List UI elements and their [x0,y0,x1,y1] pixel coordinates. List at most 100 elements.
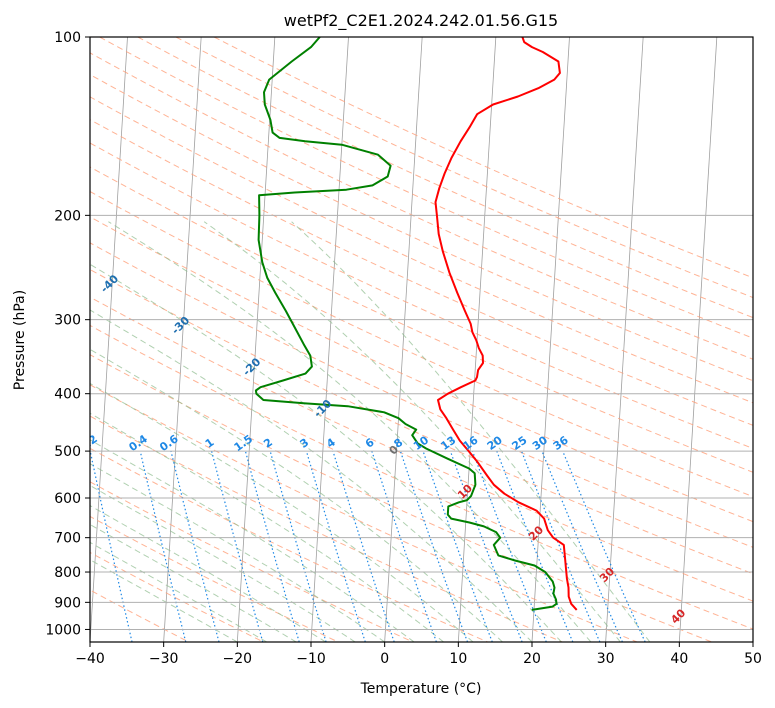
dry-adiabat-line [90,216,753,523]
isotherm-line [605,37,644,642]
mixing-ratio-line [422,450,493,642]
mixing-ratio-line [449,450,523,642]
mixing-ratio-line [520,450,601,642]
profile-series [254,37,578,611]
y-tick-label: 1000 [45,622,81,638]
mixing-ratio-label: 6 [363,436,377,451]
x-axis-title: Temperature (°C) [360,681,482,697]
moist-adiabat-line [291,221,651,642]
mixing-ratio-line [562,450,646,642]
mixing-ratio-line [332,450,395,642]
moist-adiabat-line [90,309,533,642]
dry-adiabat-line [90,119,753,426]
moist-adiabat-line [90,523,297,642]
y-tick-label: 200 [54,208,81,224]
x-tick-label: −20 [223,651,253,667]
dry-adiabat-line [90,415,563,642]
isoline-label: -50 [27,231,50,254]
mixing-ratio-line [496,450,574,642]
mixing-ratio-line [139,450,187,642]
x-tick-label: 0 [380,651,389,667]
isotherm-line [678,37,718,642]
moist-adiabat-line [90,559,238,642]
mixing-ratio-line [90,450,133,642]
mixing-ratio-label: 25 [509,434,529,453]
moist-adiabat-line [90,463,385,642]
moist-adiabat-line [108,221,592,642]
y-tick-label: 300 [54,313,81,329]
x-tick-label: −10 [296,651,326,667]
y-axis-title: Pressure (hPa) [12,290,28,390]
isotherm-line [457,37,497,642]
dry-adiabat-line [90,166,753,473]
dry-adiabat-line [137,37,753,319]
dry-adiabat-line [90,515,339,642]
y-tick-label: 500 [54,444,81,460]
isoline-label: -30 [169,314,192,337]
mixing-ratio-label: 30 [530,433,550,453]
mixing-ratio-line [399,450,469,642]
mixing-ratio-label: 0.2 [76,432,99,454]
y-tick-label: 600 [54,491,81,507]
moist-adiabat-line [90,505,326,642]
isotherm-line [90,37,128,642]
y-tick-label: 100 [54,30,81,46]
dry-adiabat-line [90,296,753,602]
x-tick-label: −30 [149,651,179,667]
dry-adiabat-line [90,324,753,630]
moist-adiabat-line [90,439,415,642]
dry-adiabat-line [90,96,753,404]
dry-adiabat-line [90,242,753,548]
mixing-ratio-line [269,450,327,642]
dry-adiabat-line [90,354,712,642]
mixing-ratio-label: 20 [485,433,505,453]
dry-adiabat-line [90,74,753,382]
isoline-label: 20 [526,523,546,543]
mixing-ratio-label: 16 [461,433,481,453]
isotherm-line [531,37,570,642]
mixing-ratio-line [371,450,437,642]
moist-adiabat-line [90,541,268,642]
moist-adiabat-line [90,348,503,642]
mixing-ratio-label: 4 [324,436,338,451]
dry-adiabat-line [90,447,488,642]
mixing-ratio-line [305,450,366,642]
moist-adiabat-line [203,221,621,642]
isotherm-line [384,37,423,642]
moist-adiabat-line [90,484,356,642]
mixing-ratio-label: 1 [203,436,217,451]
mixing-ratio-line [244,450,300,642]
mixing-ratio-line [541,450,623,642]
y-tick-label: 400 [54,387,81,403]
moist-adiabat-line [90,412,444,642]
dry-adiabat-line [90,384,638,642]
axis-ticks: −40 −30 −20 −10 0 10 20 30 40 5010020030040050060… [45,30,762,667]
background-lines [90,37,753,642]
y-tick-label: 700 [54,531,81,547]
dry-adiabat-line [90,52,753,360]
isotherm-line [752,635,753,642]
dry-adiabat-line [213,37,753,279]
isoline-label: 40 [668,606,688,626]
isoline-label: 30 [597,565,617,585]
temperature-line [434,37,578,611]
dry-adiabat-line [90,589,190,642]
chart-title: wetPf2_C2E1.2024.242.01.56.G15 [284,11,558,31]
x-tick-label: 20 [523,651,541,667]
isoline-label: -10 [311,397,334,420]
x-tick-label: 10 [449,651,467,667]
mixing-ratio-line [471,450,547,642]
mixing-ratio-label: 36 [551,433,571,453]
mixing-ratio-line [211,450,264,642]
y-tick-label: 800 [54,565,81,581]
moist-adiabat-line [90,263,562,642]
isotherm-line [236,37,276,642]
mixing-ratio-line [170,450,220,642]
mixing-ratio-label: 2 [261,436,275,451]
plot-frame [89,36,754,643]
isotherm-line [163,37,202,642]
x-tick-label: 30 [597,651,615,667]
x-tick-label: 40 [670,651,688,667]
